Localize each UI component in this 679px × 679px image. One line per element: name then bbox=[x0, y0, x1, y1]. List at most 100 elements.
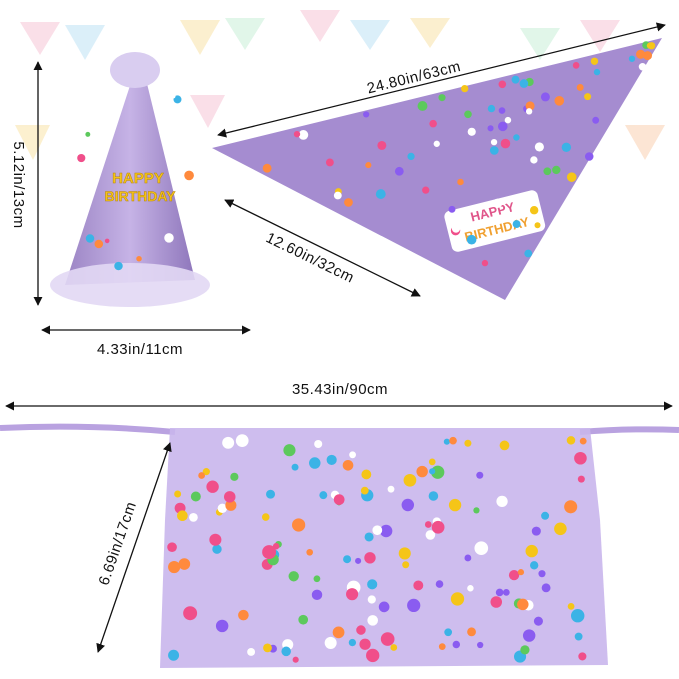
dot bbox=[500, 138, 511, 149]
dot bbox=[343, 555, 352, 564]
dot bbox=[215, 619, 229, 633]
dot bbox=[464, 439, 472, 447]
dot bbox=[450, 592, 465, 606]
dot bbox=[324, 636, 337, 649]
dot bbox=[429, 468, 436, 475]
dot bbox=[513, 134, 520, 141]
party-hat: HAPPY BIRTHDAY bbox=[50, 52, 210, 307]
dot bbox=[554, 522, 567, 536]
dot bbox=[525, 108, 533, 115]
dot bbox=[263, 643, 272, 653]
dot bbox=[291, 463, 299, 471]
dot bbox=[379, 524, 393, 538]
dot bbox=[230, 472, 239, 481]
dot bbox=[564, 500, 578, 514]
dot bbox=[222, 436, 235, 449]
dot bbox=[380, 632, 395, 646]
dot bbox=[452, 640, 461, 649]
dot bbox=[238, 609, 249, 621]
dot bbox=[325, 158, 334, 167]
dot bbox=[467, 585, 474, 592]
dot bbox=[375, 189, 386, 199]
dot bbox=[377, 140, 387, 150]
dot bbox=[402, 561, 410, 569]
dot bbox=[473, 507, 480, 514]
dot bbox=[534, 142, 544, 152]
dot bbox=[407, 598, 421, 613]
dot bbox=[461, 84, 469, 93]
dot bbox=[498, 80, 507, 89]
dot bbox=[517, 569, 525, 576]
dot bbox=[577, 475, 585, 483]
dot bbox=[538, 570, 546, 578]
dot bbox=[314, 439, 323, 449]
dot bbox=[266, 489, 276, 499]
dot bbox=[403, 473, 417, 487]
dot bbox=[348, 638, 357, 647]
dot bbox=[198, 472, 205, 479]
dot bbox=[474, 541, 489, 556]
dot bbox=[643, 51, 653, 61]
dot bbox=[636, 49, 646, 59]
dot bbox=[309, 457, 321, 469]
dot bbox=[566, 172, 577, 182]
dot bbox=[367, 579, 378, 590]
dot bbox=[378, 601, 390, 613]
dot bbox=[490, 138, 498, 146]
dot bbox=[438, 94, 446, 102]
dot bbox=[363, 111, 370, 118]
hat-print: BIRTHDAY bbox=[104, 188, 176, 204]
dot bbox=[422, 186, 430, 194]
dot bbox=[398, 547, 411, 560]
dot bbox=[435, 580, 444, 588]
dot bbox=[531, 526, 541, 536]
dot bbox=[212, 544, 222, 554]
dimension-label: 4.33in/11cm bbox=[97, 341, 183, 358]
dot bbox=[292, 656, 299, 663]
dot bbox=[487, 125, 494, 132]
dot bbox=[202, 468, 210, 476]
dot bbox=[171, 94, 176, 99]
dot bbox=[416, 465, 428, 478]
dot bbox=[346, 588, 359, 601]
dot bbox=[628, 55, 636, 62]
dot bbox=[184, 170, 194, 181]
dot bbox=[178, 558, 191, 570]
dimension-label: 5.12in/13cm bbox=[10, 141, 27, 228]
dot bbox=[85, 234, 95, 243]
hat-print: HAPPY bbox=[112, 170, 164, 187]
dot bbox=[183, 606, 198, 621]
dot bbox=[543, 167, 552, 176]
dot bbox=[498, 107, 506, 114]
dot bbox=[209, 533, 222, 546]
dot bbox=[85, 131, 91, 137]
dimension-arrow bbox=[217, 22, 666, 138]
dot bbox=[464, 554, 472, 562]
dot bbox=[359, 638, 371, 650]
dot bbox=[293, 131, 301, 138]
dot bbox=[467, 627, 476, 637]
dot bbox=[476, 471, 484, 479]
dot bbox=[464, 110, 472, 119]
dot bbox=[361, 469, 372, 480]
dot bbox=[424, 521, 432, 528]
dot bbox=[394, 166, 404, 176]
dot bbox=[428, 458, 436, 466]
dot bbox=[164, 233, 174, 243]
dot bbox=[247, 648, 256, 656]
dot bbox=[443, 438, 450, 445]
dot bbox=[522, 629, 536, 642]
dot bbox=[417, 101, 428, 111]
dot bbox=[333, 494, 345, 505]
dot bbox=[517, 598, 529, 611]
dimension-label: 6.69in/17cm bbox=[96, 500, 140, 588]
dot bbox=[579, 437, 587, 445]
dot bbox=[104, 238, 110, 244]
dot bbox=[554, 95, 565, 106]
dot bbox=[306, 548, 314, 556]
dot bbox=[541, 511, 550, 520]
dot bbox=[288, 571, 299, 582]
dot bbox=[593, 68, 601, 76]
tutu bbox=[160, 428, 608, 668]
dot bbox=[344, 198, 353, 207]
